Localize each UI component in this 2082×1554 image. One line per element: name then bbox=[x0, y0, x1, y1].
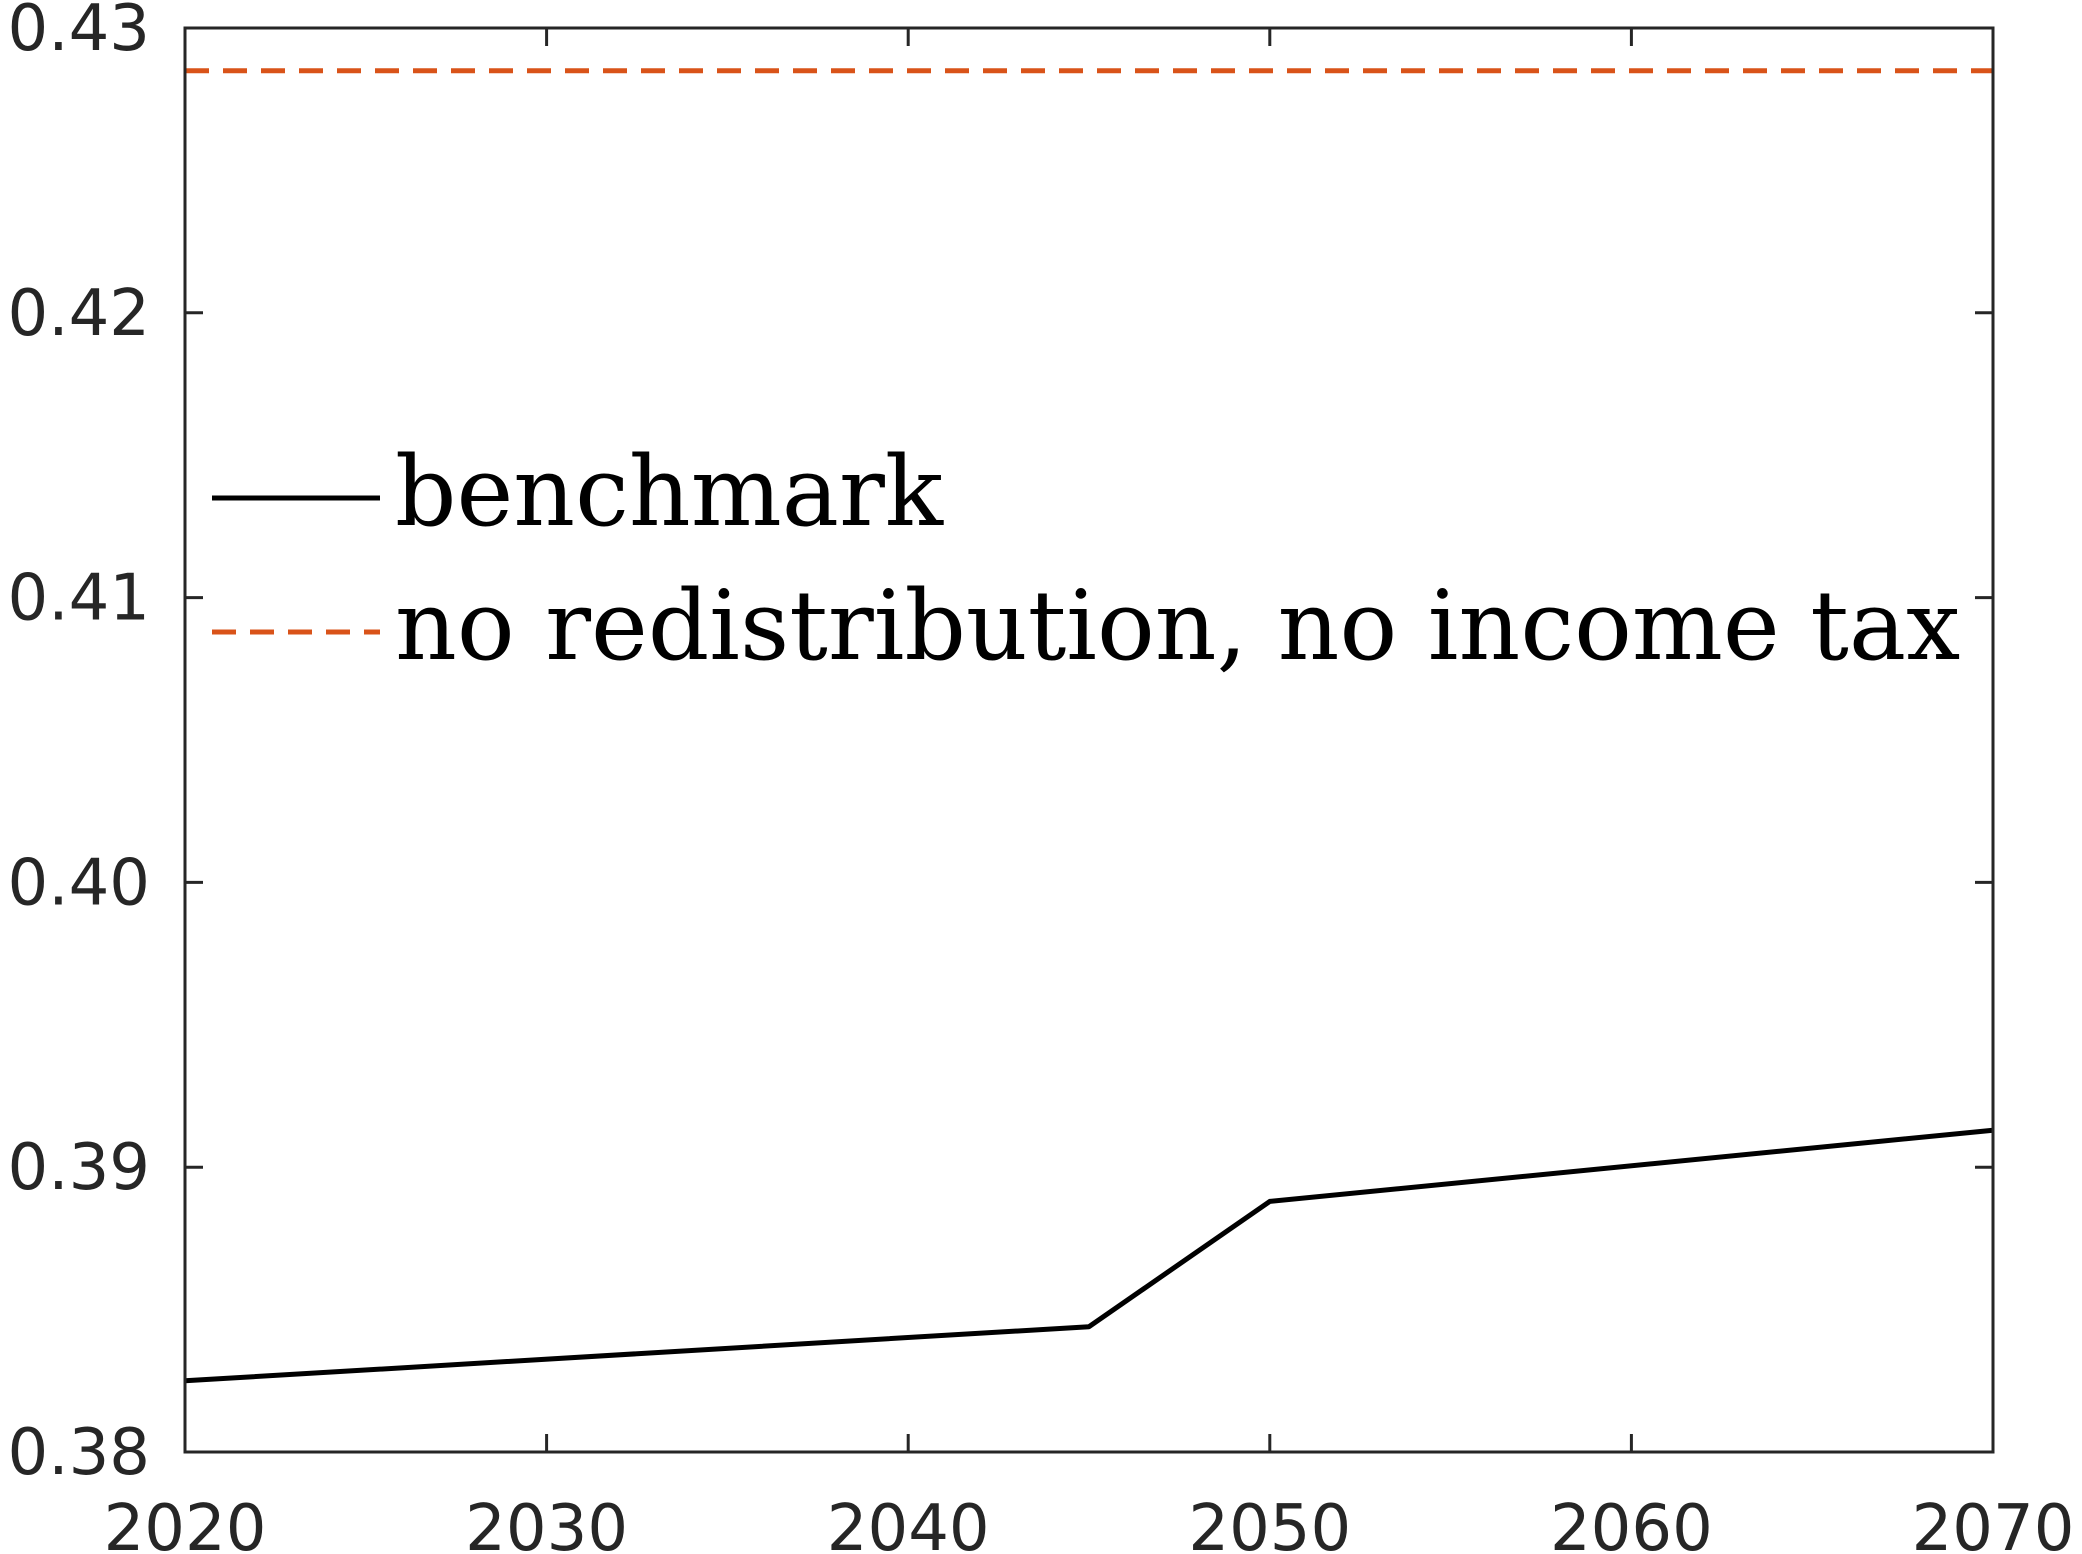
legend-label-0: benchmark bbox=[395, 436, 944, 548]
x-tick-label: 2060 bbox=[1550, 1492, 1713, 1554]
x-tick-label: 2020 bbox=[104, 1492, 267, 1554]
legend: benchmark no redistribution, no income ta… bbox=[212, 436, 1960, 682]
ticks-layer: 2020 2030 2040 2050 2060 2070 0.38 0.39 0.40 0.41… bbox=[8, 0, 2075, 1554]
y-tick-label: 0.39 bbox=[8, 1131, 151, 1205]
series-line-0 bbox=[184, 1127, 1994, 1384]
legend-label-1: no redistribution, no income tax bbox=[395, 570, 1960, 682]
x-tick-label: 2030 bbox=[465, 1492, 628, 1554]
y-tick-label: 0.40 bbox=[8, 846, 151, 920]
y-tick-label: 0.43 bbox=[8, 0, 151, 66]
y-tick-label: 0.38 bbox=[8, 1416, 151, 1490]
y-tick-label: 0.42 bbox=[8, 277, 151, 351]
x-tick-label: 2070 bbox=[1912, 1492, 2075, 1554]
series-layer bbox=[184, 68, 1994, 1384]
y-tick-label: 0.41 bbox=[8, 562, 151, 636]
plot-frame bbox=[183, 26, 1995, 1454]
x-tick-label: 2050 bbox=[1188, 1492, 1351, 1554]
x-tick-label: 2040 bbox=[827, 1492, 990, 1554]
